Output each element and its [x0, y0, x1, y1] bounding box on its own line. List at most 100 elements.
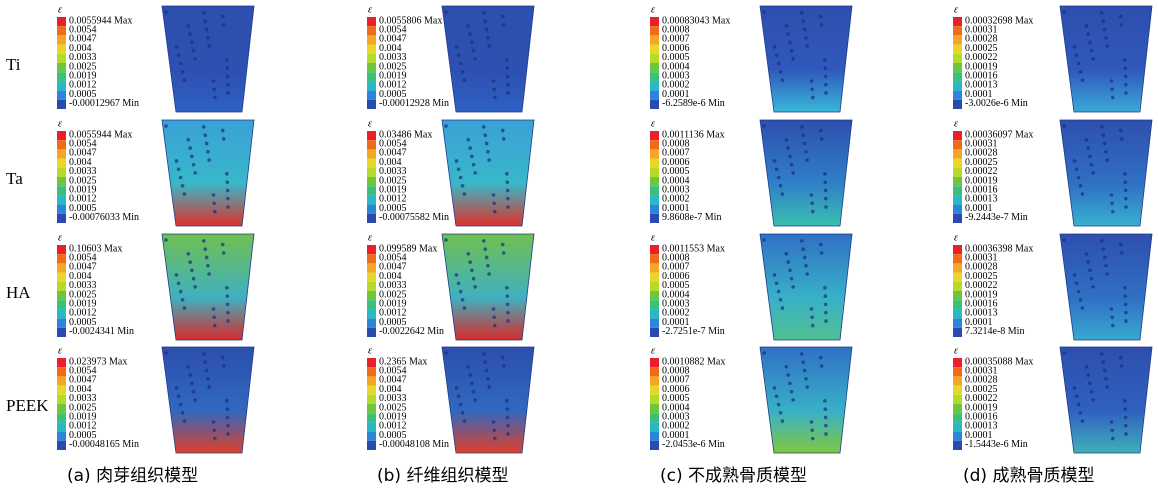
pore — [506, 416, 510, 420]
pore — [212, 428, 216, 432]
legend-band — [367, 177, 376, 186]
pore — [506, 432, 510, 436]
pore — [805, 272, 809, 276]
pore — [473, 398, 477, 402]
pore — [468, 32, 472, 36]
pore — [1062, 238, 1066, 242]
legend-band — [650, 100, 659, 109]
pore — [1110, 420, 1114, 424]
pore — [192, 277, 196, 281]
pore — [803, 142, 807, 146]
pore — [1090, 163, 1094, 167]
pore — [175, 45, 179, 49]
pore — [164, 124, 168, 128]
pore — [824, 205, 828, 209]
pore — [823, 294, 827, 298]
pore — [820, 251, 824, 255]
pore — [1086, 146, 1090, 150]
pore — [810, 307, 814, 311]
pore — [1062, 10, 1066, 14]
pore — [775, 281, 779, 285]
min-label: -3.0026e-6 Min — [965, 98, 1028, 109]
legend-band — [953, 140, 962, 149]
legend-band — [650, 441, 659, 450]
pore — [226, 197, 230, 201]
pore — [804, 377, 808, 381]
min-label: -2.7251e-7 Min — [662, 326, 725, 337]
pore — [492, 428, 496, 432]
legend-band — [57, 205, 66, 214]
legend-band — [367, 282, 376, 291]
pore — [779, 184, 783, 188]
pore — [819, 243, 823, 247]
pore — [221, 243, 225, 247]
pore — [1079, 298, 1083, 302]
symbol: ε — [954, 232, 958, 243]
legend-band — [650, 91, 659, 100]
pore — [202, 239, 206, 243]
pore — [179, 62, 183, 66]
caption: (b) 纤维组织模型 — [377, 466, 508, 486]
pore — [505, 286, 509, 290]
legend-band — [953, 282, 962, 291]
pore — [1124, 311, 1128, 315]
legend-band — [367, 328, 376, 337]
pore — [203, 247, 207, 251]
model-image — [442, 120, 534, 226]
legend-band — [57, 45, 66, 54]
legend-band — [953, 432, 962, 441]
pore — [762, 351, 766, 355]
pore — [810, 87, 814, 91]
pore — [467, 138, 471, 142]
symbol: ε — [651, 232, 655, 243]
caption: (c) 不成熟骨质模型 — [660, 465, 807, 486]
pore — [823, 399, 827, 403]
pore — [1101, 247, 1105, 251]
min-label: -0.0024341 Min — [69, 326, 134, 337]
symbol: ε — [954, 345, 958, 356]
pore — [773, 386, 777, 390]
pore — [1088, 382, 1092, 386]
min-label: -0.00075582 Min — [379, 212, 449, 223]
pore — [1086, 260, 1090, 264]
legend-band — [650, 300, 659, 309]
pore — [222, 251, 226, 255]
legend-band — [953, 205, 962, 214]
pore — [801, 247, 805, 251]
symbol: ε — [58, 118, 62, 129]
pore — [221, 356, 225, 360]
pore — [506, 75, 510, 79]
pore — [788, 269, 792, 273]
pore — [190, 382, 194, 386]
legend-band — [367, 140, 376, 149]
pore — [1075, 281, 1079, 285]
legend-band — [57, 367, 66, 376]
pore — [805, 158, 809, 162]
pore — [181, 70, 185, 74]
pore — [501, 356, 505, 360]
pore — [800, 11, 804, 15]
pore — [202, 11, 206, 15]
pore — [777, 290, 781, 294]
legend-band — [367, 17, 376, 26]
pore — [1091, 57, 1095, 61]
pore — [762, 124, 766, 128]
pore — [788, 155, 792, 159]
pore — [823, 66, 827, 70]
pore — [811, 324, 815, 328]
pore — [213, 96, 217, 100]
pore — [785, 365, 789, 369]
legend-band — [57, 376, 66, 385]
pore — [775, 53, 779, 57]
legend-band — [650, 309, 659, 318]
pore — [470, 41, 474, 45]
legend-band — [650, 131, 659, 140]
pore — [762, 10, 766, 14]
pore — [1091, 171, 1095, 175]
pore — [470, 269, 474, 273]
pore — [1111, 437, 1115, 441]
pore — [470, 155, 474, 159]
legend-band — [367, 404, 376, 413]
pore — [468, 373, 472, 377]
pore — [206, 264, 210, 268]
